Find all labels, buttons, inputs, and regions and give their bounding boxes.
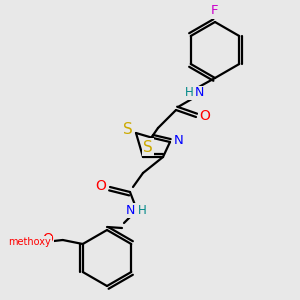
Text: N: N	[125, 203, 135, 217]
Text: N: N	[194, 86, 204, 100]
Text: S: S	[143, 140, 153, 154]
Text: S: S	[123, 122, 133, 137]
Text: H: H	[184, 86, 194, 100]
Text: methoxy: methoxy	[8, 237, 51, 247]
Text: N: N	[174, 134, 184, 146]
Text: O: O	[96, 179, 106, 193]
Text: H: H	[138, 203, 146, 217]
Text: F: F	[211, 4, 219, 17]
Text: O: O	[42, 232, 53, 246]
Text: O: O	[200, 109, 210, 123]
